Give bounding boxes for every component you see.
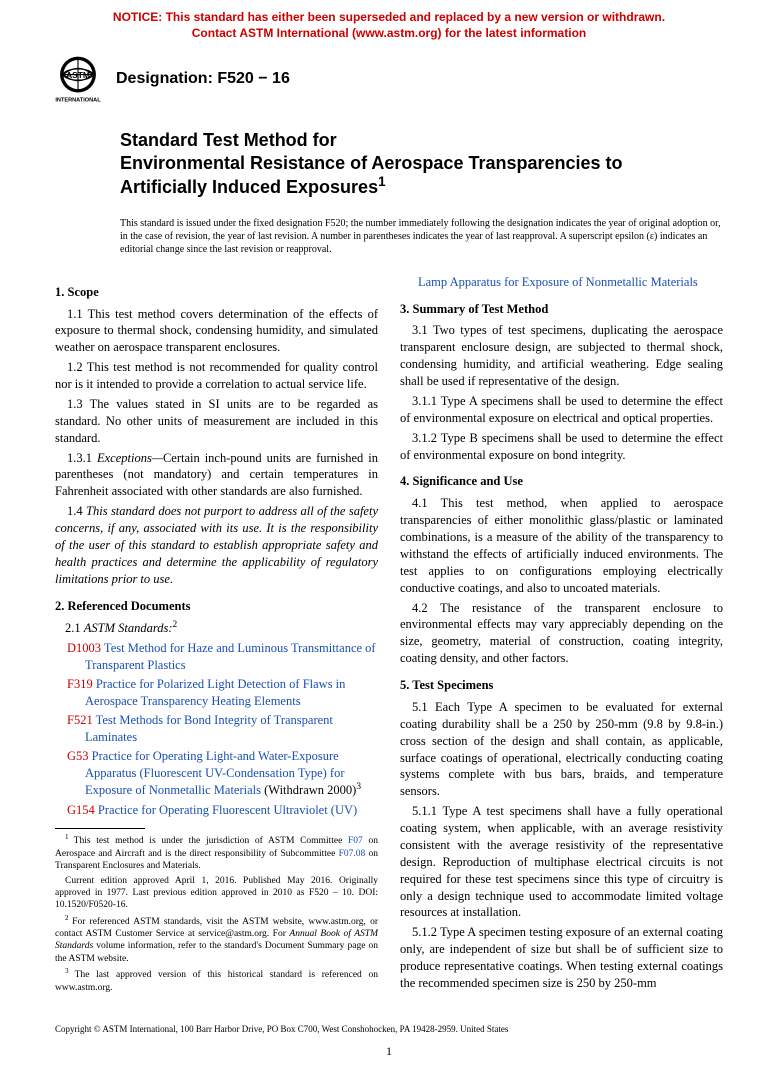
ref-f521: F521 Test Methods for Bond Integrity of … [55,712,378,746]
link-g154[interactable]: G154 [67,803,95,817]
link-f319[interactable]: F319 [67,677,93,691]
document-title: Standard Test Method for Environmental R… [120,129,723,199]
p-1.4: 1.4 This standard does not purport to ad… [55,503,378,587]
p-5.1.2: 5.1.2 Type A specimen testing exposure o… [400,924,723,992]
fn-1b: Current edition approved April 1, 2016. … [55,875,378,912]
section-1-head: 1. Scope [55,284,378,301]
notice-banner: NOTICE: This standard has either been su… [0,0,778,45]
notice-line1: NOTICE: This standard has either been su… [113,10,665,24]
p-5.1: 5.1 Each Type A specimen to be evaluated… [400,699,723,800]
fn-2: 2 For referenced ASTM standards, visit t… [55,914,378,966]
notice-line2: Contact ASTM International (www.astm.org… [192,26,586,40]
p-3.1.2: 3.1.2 Type B specimens shall be used to … [400,430,723,464]
designation: Designation: F520 − 16 [116,70,290,88]
link-g53[interactable]: G53 [67,749,89,763]
p-4.2: 4.2 The resistance of the transparent en… [400,600,723,668]
p-1.2: 1.2 This test method is not recommended … [55,359,378,393]
astm-logo: ASTM INTERNATIONAL [50,51,106,107]
p-4.1: 4.1 This test method, when applied to ae… [400,495,723,596]
section-5-head: 5. Test Specimens [400,677,723,694]
p-5.1.1: 5.1.1 Type A test specimens shall have a… [400,803,723,921]
body-columns: 1. Scope 1.1 This test method covers det… [0,266,778,1006]
footnotes: 1 This test method is under the jurisdic… [55,833,378,994]
page-number: 1 [0,1040,778,1075]
svg-text:INTERNATIONAL: INTERNATIONAL [55,98,101,104]
fn-3: 3 The last approved version of this hist… [55,967,378,994]
section-3-head: 3. Summary of Test Method [400,301,723,318]
right-column: Lamp Apparatus for Exposure of Nonmetall… [400,274,723,996]
p-3.1: 3.1 Two types of test specimens, duplica… [400,322,723,390]
section-2-head: 2. Referenced Documents [55,598,378,615]
p-1.3: 1.3 The values stated in SI units are to… [55,396,378,447]
svg-text:ASTM: ASTM [66,70,90,80]
link-f521[interactable]: F521 [67,713,93,727]
fn-1: 1 This test method is under the jurisdic… [55,833,378,872]
p-2.1: 2.1 ASTM Standards:2 [55,619,378,637]
footnote-rule [55,828,145,829]
title-block: Standard Test Method for Environmental R… [0,111,778,207]
left-column: 1. Scope 1.1 This test method covers det… [55,274,378,996]
link-d1003[interactable]: D1003 [67,641,101,655]
ref-d1003: D1003 Test Method for Haze and Luminous … [55,640,378,674]
ref-f319: F319 Practice for Polarized Light Detect… [55,676,378,710]
p-1.3.1: 1.3.1 Exceptions—Certain inch-pound unit… [55,450,378,501]
p-3.1.1: 3.1.1 Type A specimens shall be used to … [400,393,723,427]
header-row: ASTM INTERNATIONAL Designation: F520 − 1… [0,45,778,111]
p-1.1: 1.1 This test method covers determinatio… [55,306,378,357]
ref-g154: G154 Practice for Operating Fluorescent … [55,802,378,819]
section-4-head: 4. Significance and Use [400,473,723,490]
issuance-note: This standard is issued under the fixed … [0,207,778,266]
ref-g154-cont[interactable]: Lamp Apparatus for Exposure of Nonmetall… [400,274,723,291]
ref-g53: G53 Practice for Operating Light-and Wat… [55,748,378,800]
copyright-footer: Copyright © ASTM International, 100 Barr… [0,1006,778,1040]
